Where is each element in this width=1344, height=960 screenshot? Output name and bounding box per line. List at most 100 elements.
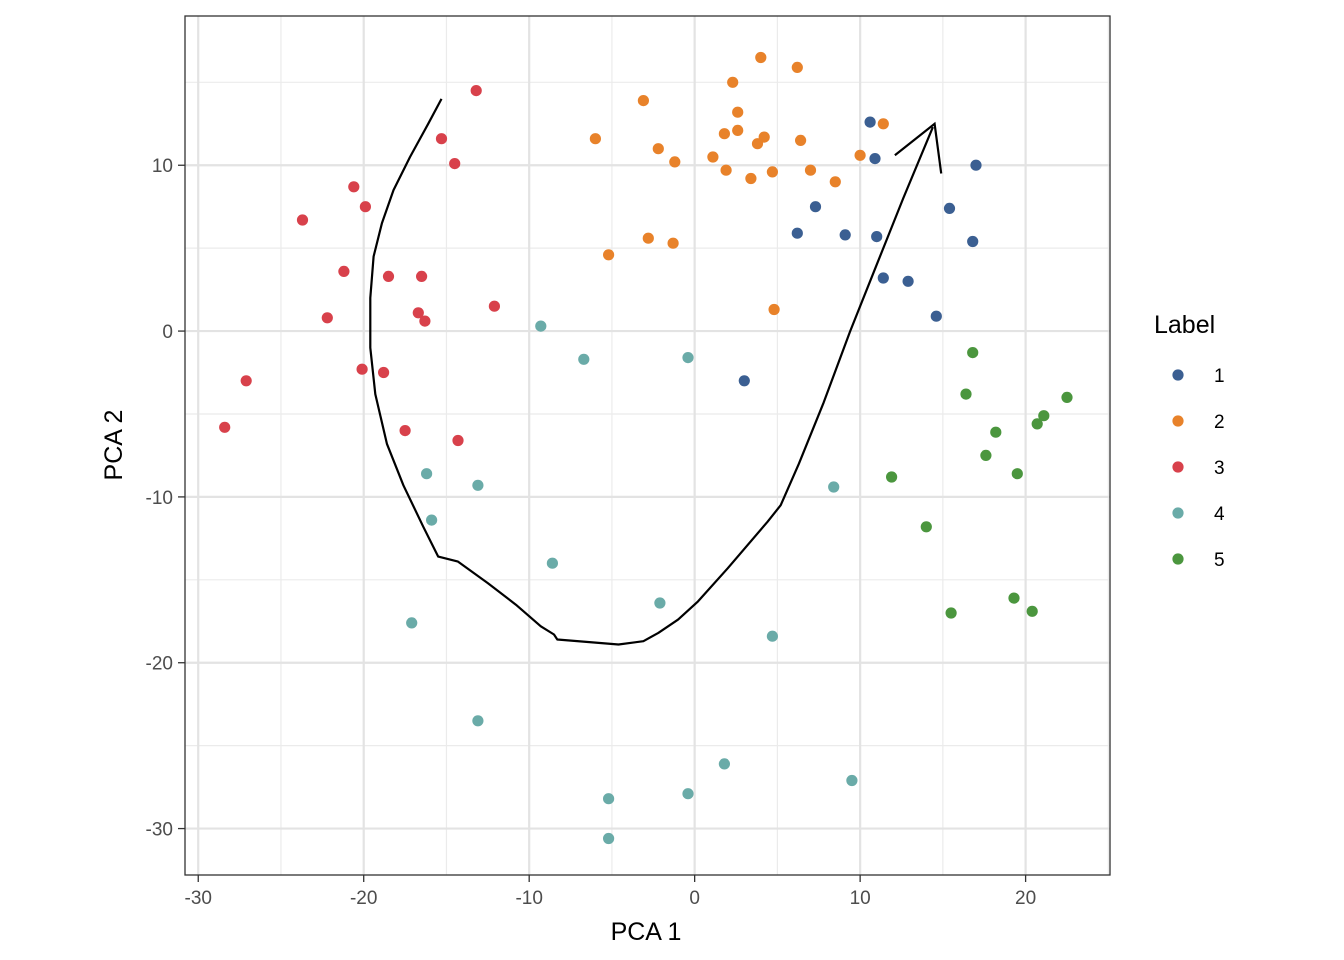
- data-point: [795, 134, 807, 146]
- data-point: [718, 758, 731, 770]
- data-point: [869, 153, 881, 165]
- panel-border: [184, 15, 1111, 876]
- data-point: [356, 363, 368, 375]
- data-point: [535, 320, 547, 332]
- data-point: [603, 249, 615, 261]
- data-point: [945, 607, 957, 619]
- data-point: [829, 176, 841, 188]
- legend-key: [1172, 553, 1184, 565]
- data-point: [578, 353, 590, 365]
- data-point: [1038, 410, 1050, 422]
- data-point: [419, 315, 431, 327]
- data-point: [718, 128, 731, 140]
- data-point: [751, 138, 764, 150]
- data-point: [426, 514, 438, 526]
- data-point: [755, 51, 767, 64]
- data-point: [828, 481, 840, 493]
- legend-title: Label: [1154, 311, 1215, 339]
- data-point: [682, 352, 694, 364]
- x-axis: -30 -20 -10 0 10 20: [185, 875, 1036, 909]
- data-point: [839, 229, 851, 241]
- data-point: [967, 235, 979, 248]
- legend-label: 4: [1214, 504, 1225, 525]
- data-point: [768, 303, 780, 316]
- data-point: [960, 388, 972, 400]
- trajectory-line: [369, 98, 934, 646]
- data-point: [846, 774, 858, 787]
- data-point: [637, 95, 650, 107]
- data-point: [416, 270, 428, 282]
- data-point: [920, 521, 932, 533]
- legend-label: 5: [1214, 550, 1225, 571]
- arrow-head: [894, 121, 943, 174]
- series-4: [406, 320, 858, 845]
- series-2: [589, 51, 889, 316]
- data-point: [766, 630, 779, 642]
- data-point: [589, 133, 602, 145]
- data-point: [1061, 391, 1073, 403]
- legend-key: [1172, 369, 1184, 381]
- data-point: [642, 232, 654, 244]
- y-tick-label: -10: [146, 488, 173, 509]
- data-point: [990, 426, 1002, 438]
- data-point: [296, 214, 309, 226]
- data-point: [738, 375, 750, 387]
- data-point: [745, 172, 757, 185]
- data-point: [877, 272, 889, 284]
- legend-item-2: 2: [1172, 412, 1225, 433]
- data-point: [804, 164, 817, 176]
- x-tick-label: -20: [350, 888, 377, 909]
- data-point: [967, 347, 979, 359]
- legend-item-1: 1: [1172, 366, 1225, 387]
- series-1: [738, 116, 982, 387]
- gridlines: [184, 15, 1111, 876]
- x-tick-label: 10: [850, 888, 871, 909]
- data-point: [652, 143, 664, 155]
- data-point: [886, 471, 898, 483]
- data-point: [472, 479, 484, 491]
- data-point: [240, 375, 252, 387]
- data-point: [930, 310, 942, 322]
- data-point: [435, 133, 448, 145]
- legend-item-3: 3: [1172, 458, 1225, 479]
- legend-item-5: 5: [1172, 550, 1225, 571]
- data-point: [219, 421, 231, 433]
- data-point: [854, 149, 866, 161]
- legend-label: 1: [1214, 366, 1225, 387]
- data-point: [338, 265, 350, 277]
- data-point: [720, 164, 732, 176]
- data-point: [809, 201, 822, 213]
- data-point: [399, 425, 411, 437]
- x-axis-title: PCA 1: [611, 918, 682, 946]
- data-point: [970, 159, 982, 171]
- data-point: [1011, 468, 1023, 480]
- data-point: [943, 202, 956, 214]
- x-tick-label: -30: [185, 888, 212, 909]
- data-point: [488, 300, 500, 312]
- data-point: [791, 61, 803, 73]
- data-point: [412, 307, 424, 319]
- data-point: [902, 275, 914, 287]
- data-point: [378, 366, 390, 379]
- y-tick-label: -30: [146, 820, 173, 841]
- y-tick-label: 10: [152, 156, 173, 177]
- x-tick-label: 0: [689, 888, 700, 909]
- data-point: [406, 617, 418, 629]
- series-3: [219, 85, 500, 447]
- data-point: [472, 715, 484, 727]
- x-tick-label: -10: [515, 888, 542, 909]
- data-point: [667, 237, 679, 249]
- y-tick-label: -20: [146, 654, 173, 675]
- data-point: [348, 181, 360, 193]
- legend: Label 1 2 3 4 5: [1154, 311, 1225, 571]
- data-point: [980, 449, 992, 461]
- legend-key: [1172, 507, 1184, 519]
- data-point: [682, 788, 694, 800]
- data-point: [877, 118, 889, 130]
- data-point: [359, 201, 371, 213]
- data-point: [669, 156, 681, 168]
- data-point: [727, 76, 739, 88]
- data-point: [732, 124, 744, 136]
